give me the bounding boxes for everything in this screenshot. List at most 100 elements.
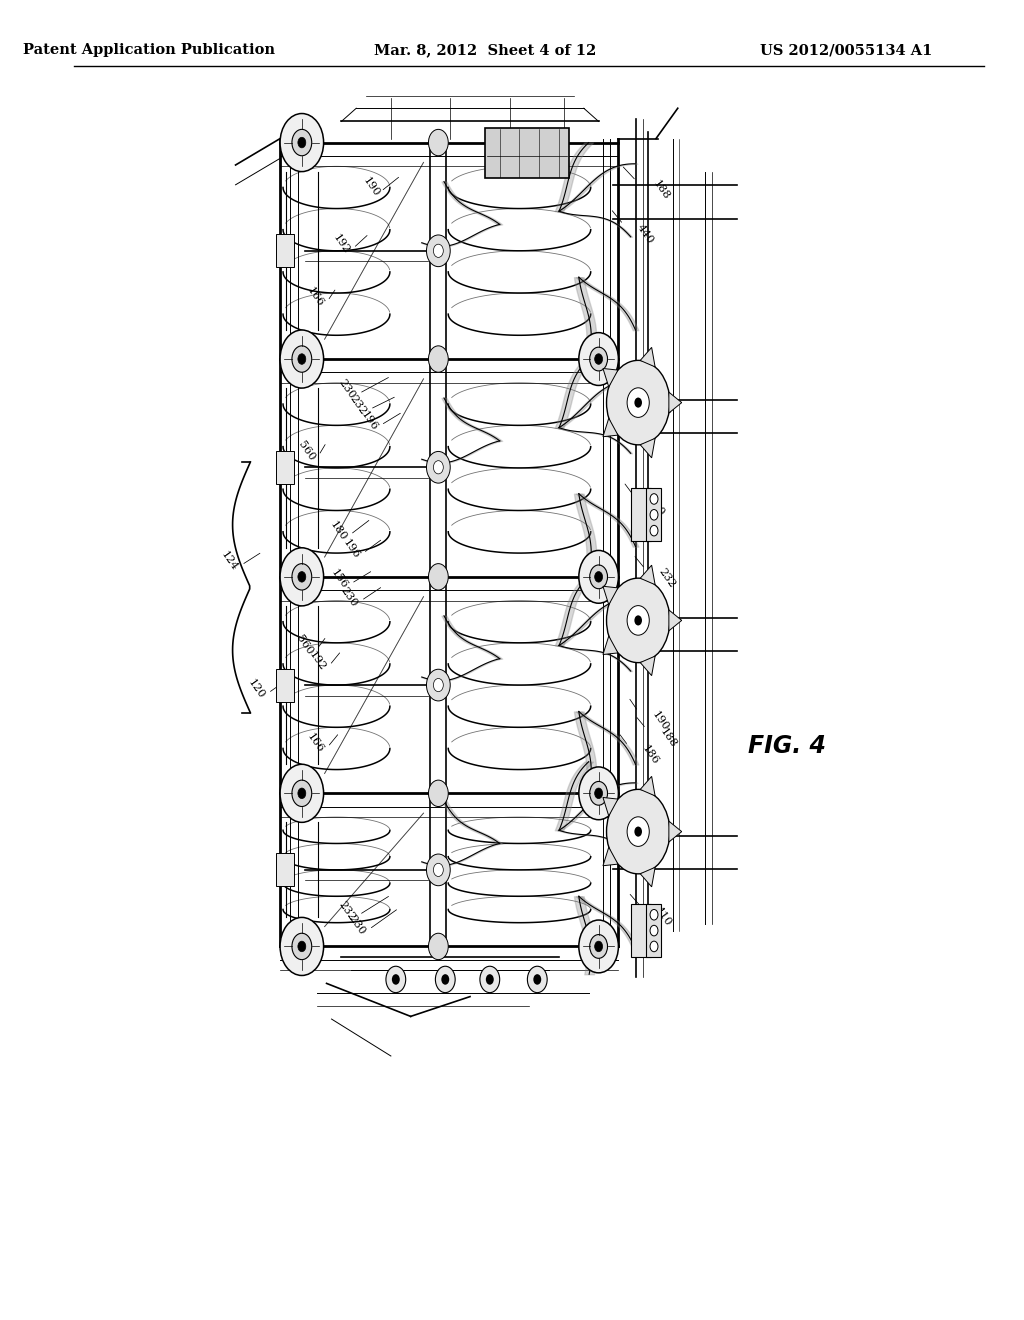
Circle shape (650, 925, 658, 936)
Circle shape (635, 826, 642, 837)
Circle shape (281, 114, 324, 172)
Circle shape (281, 330, 324, 388)
Circle shape (485, 974, 494, 985)
Circle shape (433, 863, 443, 876)
Text: 166: 166 (305, 731, 326, 755)
Circle shape (590, 347, 607, 371)
Circle shape (433, 678, 443, 692)
Polygon shape (669, 610, 682, 631)
Text: 440: 440 (635, 222, 655, 246)
Circle shape (579, 767, 618, 820)
Text: 232: 232 (657, 566, 678, 590)
Polygon shape (603, 586, 617, 605)
Text: 232: 232 (348, 393, 368, 417)
Text: FIG. 4: FIG. 4 (748, 734, 825, 758)
Text: US 2012/0055134 A1: US 2012/0055134 A1 (760, 44, 932, 57)
Circle shape (606, 578, 670, 663)
Text: 196: 196 (341, 537, 361, 561)
Circle shape (433, 461, 443, 474)
Circle shape (292, 780, 311, 807)
Bar (276, 451, 294, 483)
Circle shape (595, 941, 602, 952)
Circle shape (606, 360, 670, 445)
Text: 190: 190 (650, 709, 671, 733)
Text: 410: 410 (646, 494, 667, 517)
Circle shape (428, 129, 449, 156)
Circle shape (428, 346, 449, 372)
Circle shape (298, 354, 306, 364)
Circle shape (650, 510, 658, 520)
Text: 188: 188 (658, 726, 679, 750)
Text: 230: 230 (347, 913, 368, 937)
Text: 188: 188 (651, 178, 672, 202)
Circle shape (579, 550, 618, 603)
Text: 192: 192 (307, 649, 328, 673)
Circle shape (428, 564, 449, 590)
Circle shape (635, 397, 642, 408)
Bar (276, 235, 294, 267)
Text: 232: 232 (337, 899, 357, 923)
Text: 156: 156 (329, 568, 349, 591)
Bar (631, 904, 651, 957)
Circle shape (386, 966, 406, 993)
Text: 120: 120 (246, 677, 266, 701)
Circle shape (281, 548, 324, 606)
Circle shape (627, 817, 649, 846)
Circle shape (392, 974, 399, 985)
Polygon shape (603, 847, 617, 866)
Bar (646, 488, 660, 541)
Text: 230: 230 (339, 585, 359, 609)
Circle shape (292, 346, 311, 372)
Circle shape (298, 572, 306, 582)
Circle shape (298, 137, 306, 148)
Polygon shape (640, 347, 655, 367)
Circle shape (281, 764, 324, 822)
Circle shape (428, 933, 449, 960)
Text: 230: 230 (337, 378, 357, 401)
Circle shape (595, 572, 602, 582)
Bar (276, 854, 294, 887)
Circle shape (480, 966, 500, 993)
Text: 196: 196 (358, 409, 379, 433)
Text: 124: 124 (219, 549, 240, 573)
Circle shape (292, 933, 311, 960)
Circle shape (627, 606, 649, 635)
Circle shape (595, 788, 602, 799)
Circle shape (534, 974, 542, 985)
Circle shape (426, 235, 451, 267)
Text: Mar. 8, 2012  Sheet 4 of 12: Mar. 8, 2012 Sheet 4 of 12 (374, 44, 596, 57)
Text: 180: 180 (328, 519, 348, 543)
Bar (276, 668, 294, 702)
Text: 178: 178 (643, 413, 664, 437)
Text: 186: 186 (640, 743, 660, 767)
Circle shape (441, 974, 450, 985)
Bar (631, 488, 651, 541)
Circle shape (590, 935, 607, 958)
Text: 190: 190 (360, 176, 381, 199)
Polygon shape (640, 867, 655, 887)
Circle shape (426, 451, 451, 483)
Polygon shape (669, 392, 682, 413)
Circle shape (650, 525, 658, 536)
Circle shape (298, 941, 306, 952)
Circle shape (590, 781, 607, 805)
Polygon shape (640, 656, 655, 676)
Circle shape (433, 244, 443, 257)
Polygon shape (603, 368, 617, 387)
Circle shape (595, 354, 602, 364)
Circle shape (527, 966, 547, 993)
Polygon shape (640, 438, 655, 458)
Circle shape (650, 909, 658, 920)
Circle shape (281, 917, 324, 975)
Text: Patent Application Publication: Patent Application Publication (23, 44, 274, 57)
Text: 410: 410 (653, 904, 674, 928)
Circle shape (650, 494, 658, 504)
Text: 192: 192 (331, 232, 351, 256)
Text: 560: 560 (294, 634, 314, 657)
Polygon shape (669, 821, 682, 842)
Circle shape (606, 789, 670, 874)
Bar (484, 128, 569, 178)
Circle shape (428, 780, 449, 807)
Circle shape (579, 920, 618, 973)
Polygon shape (603, 797, 617, 816)
